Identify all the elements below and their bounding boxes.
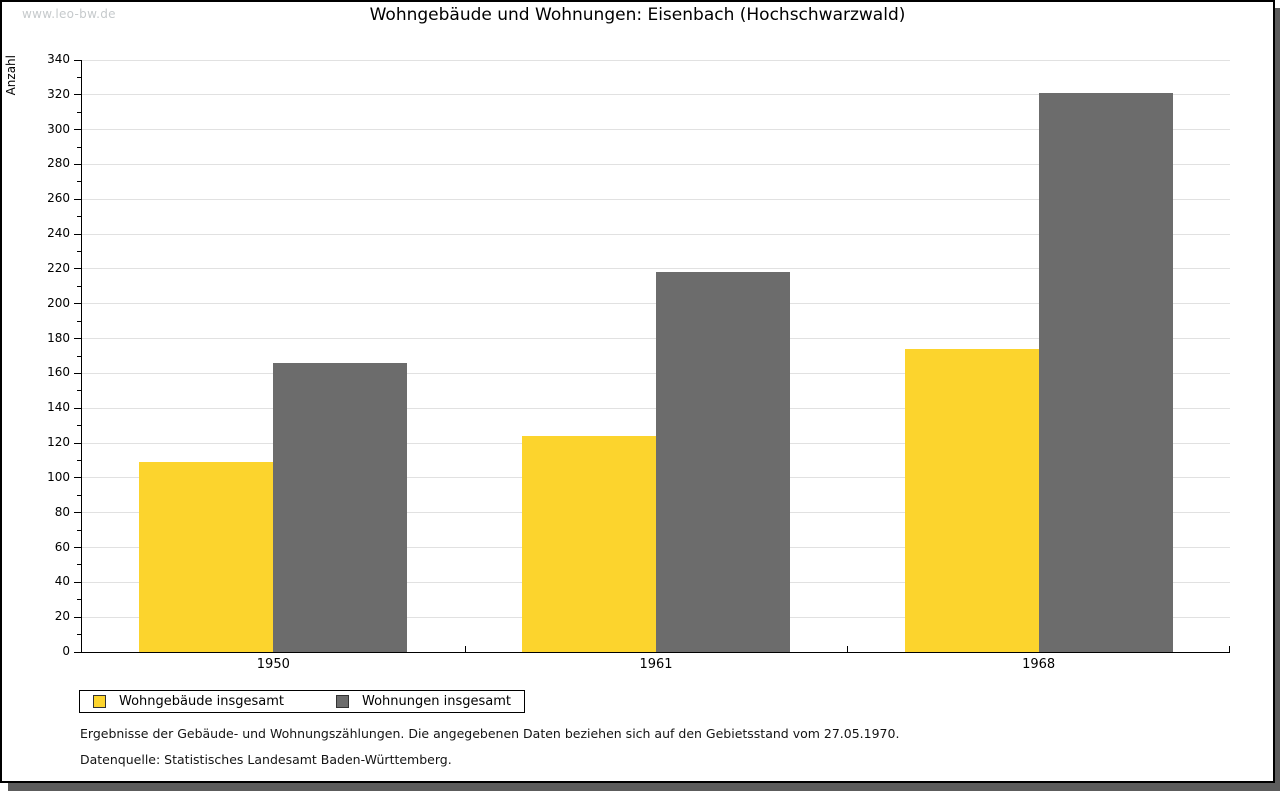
y-major-tick-180 — [74, 338, 82, 340]
page-shadow-right — [1275, 8, 1280, 783]
y-tick-label-340: 340 — [47, 52, 70, 66]
chart-title: Wohngebäude und Wohnungen: Eisenbach (Ho… — [369, 5, 906, 25]
legend-swatch-gray — [336, 695, 349, 708]
legend-item-wohngebaeude: Wohngebäude insgesamt — [93, 694, 284, 709]
y-major-tick-320 — [74, 94, 82, 96]
y-minor-tick-70 — [77, 529, 82, 531]
y-minor-tick-130 — [77, 425, 82, 427]
y-axis-title: Anzahl — [4, 55, 18, 96]
y-minor-tick-250 — [77, 216, 82, 218]
gridline-240 — [82, 233, 1230, 235]
y-tick-label-260: 260 — [47, 191, 70, 206]
y-tick-label-0: 0 — [62, 644, 70, 658]
y-minor-tick-150 — [77, 390, 82, 392]
y-major-tick-0 — [74, 651, 82, 653]
y-major-tick-140 — [74, 407, 82, 409]
y-major-tick-60 — [74, 547, 82, 549]
y-tick-label-280: 280 — [47, 156, 70, 171]
y-tick-label-20: 20 — [54, 609, 70, 624]
y-major-tick-220 — [74, 268, 82, 270]
y-minor-tick-190 — [77, 320, 82, 322]
gridline-280 — [82, 163, 1230, 165]
legend-label-wohngebaeude: Wohngebäude insgesamt — [119, 694, 284, 709]
y-minor-tick-210 — [77, 285, 82, 287]
y-tick-label-80: 80 — [54, 504, 70, 519]
y-major-tick-260 — [74, 198, 82, 200]
y-minor-tick-50 — [77, 564, 82, 566]
y-minor-tick-10 — [77, 634, 82, 636]
footnote-source: Datenquelle: Statistisches Landesamt Bad… — [80, 752, 452, 767]
y-major-tick-100 — [74, 477, 82, 479]
y-major-tick-80 — [74, 512, 82, 514]
y-minor-tick-330 — [77, 76, 82, 78]
gridline-340 — [82, 59, 1230, 61]
y-tick-label-100: 100 — [47, 469, 70, 484]
y-major-tick-200 — [74, 303, 82, 305]
bar-wohngebaeude-1950 — [139, 462, 274, 652]
y-tick-label-40: 40 — [54, 574, 70, 589]
y-tick-label-200: 200 — [47, 295, 70, 310]
x-tick-label-1950: 1950 — [256, 657, 290, 672]
y-major-tick-240 — [74, 233, 82, 235]
bar-wohngebaeude-1961 — [522, 436, 656, 652]
bar-wohnungen-1968 — [1038, 93, 1173, 652]
legend-box: Wohngebäude insgesamt Wohnungen insgesam… — [79, 690, 525, 713]
y-tick-label-300: 300 — [47, 121, 70, 136]
gridline-320 — [82, 94, 1230, 96]
y-major-tick-40 — [74, 581, 82, 583]
y-major-tick-160 — [74, 372, 82, 374]
y-major-tick-280 — [74, 163, 82, 165]
y-major-tick-120 — [74, 442, 82, 444]
gridline-220 — [82, 268, 1230, 270]
y-tick-label-120: 120 — [47, 435, 70, 450]
bar-wohnungen-1950 — [273, 362, 408, 652]
y-tick-label-160: 160 — [47, 365, 70, 380]
x-axis-end-tick — [1229, 646, 1230, 652]
y-major-tick-300 — [74, 129, 82, 131]
footnote-description: Ergebnisse der Gebäude- und Wohnungszähl… — [80, 726, 900, 741]
y-minor-tick-310 — [77, 111, 82, 113]
x-boundary-tick-2 — [847, 646, 849, 652]
y-minor-tick-290 — [77, 146, 82, 148]
legend-label-wohnungen: Wohnungen insgesamt — [362, 694, 511, 709]
plot-area: 0 20 40 60 80 100 120 140 160 180 200 220 240 260 280 3… — [47, 52, 1230, 672]
gridline-300 — [82, 129, 1230, 131]
bar-wohnungen-1961 — [656, 272, 790, 652]
y-tick-label-180: 180 — [47, 330, 70, 345]
y-tick-label-240: 240 — [47, 226, 70, 241]
y-tick-label-140: 140 — [47, 400, 70, 415]
page-shadow-bottom — [8, 783, 1280, 791]
x-boundary-tick-1 — [464, 646, 466, 652]
y-tick-label-320: 320 — [47, 86, 70, 101]
y-minor-tick-230 — [77, 251, 82, 253]
x-tick-label-1961: 1961 — [639, 657, 673, 672]
legend-item-wohnungen: Wohnungen insgesamt — [336, 694, 511, 709]
y-major-tick-340 — [74, 59, 82, 61]
y-minor-tick-170 — [77, 355, 82, 357]
y-major-tick-20 — [74, 616, 82, 618]
y-minor-tick-90 — [77, 494, 82, 496]
legend-swatch-yellow — [93, 695, 106, 708]
y-tick-label-220: 220 — [47, 260, 70, 275]
gridline-260 — [82, 198, 1230, 200]
y-minor-tick-30 — [77, 599, 82, 601]
watermark-text: www.leo-bw.de — [22, 7, 116, 21]
bar-wohngebaeude-1968 — [904, 349, 1039, 652]
y-tick-label-60: 60 — [54, 539, 70, 554]
x-tick-label-1968: 1968 — [1022, 657, 1056, 672]
y-minor-tick-270 — [77, 181, 82, 183]
y-minor-tick-110 — [77, 459, 82, 461]
